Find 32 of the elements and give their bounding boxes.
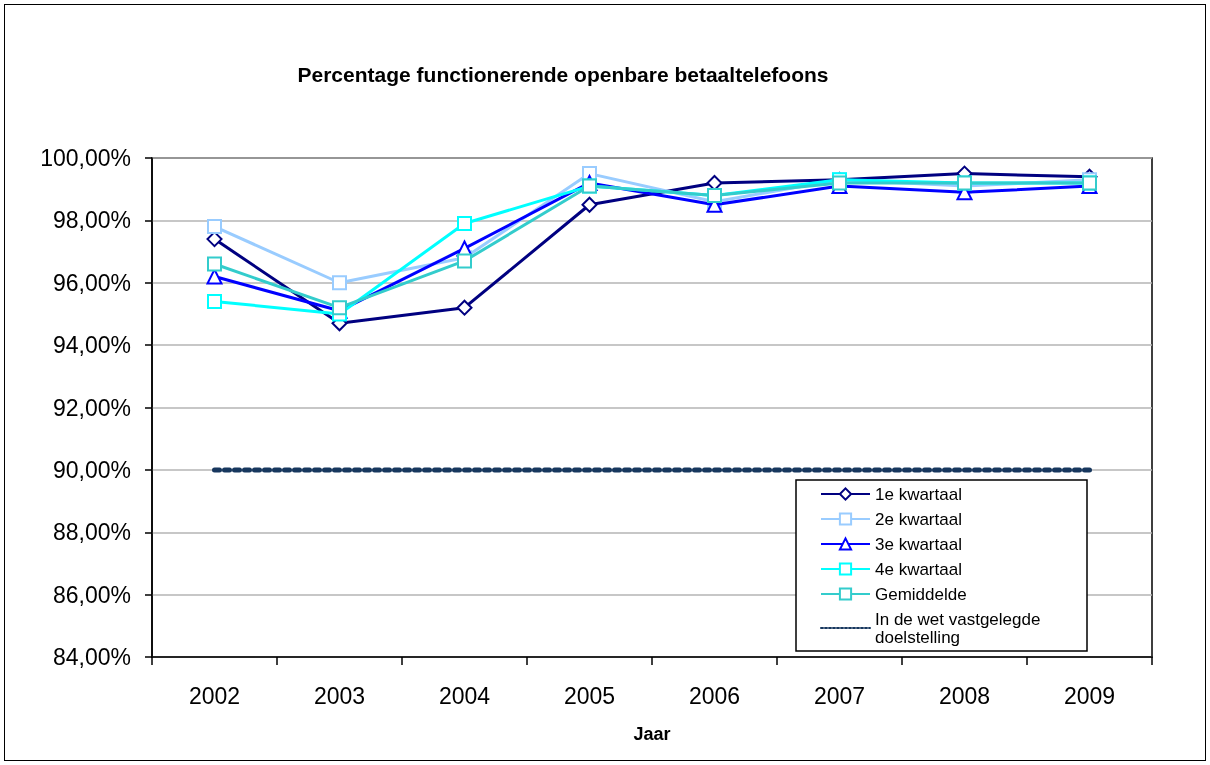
x-tick-label: 2009	[1063, 682, 1116, 709]
y-tick-label: 86,00%	[52, 581, 131, 608]
x-tick-label: 2008	[938, 682, 991, 709]
y-tick-label: 94,00%	[52, 332, 131, 359]
point	[457, 215, 472, 231]
y-tick-label: 84,00%	[52, 644, 131, 670]
point	[332, 275, 347, 291]
x-tick-label: 2005	[563, 682, 616, 709]
x-tick-label: 2003	[313, 682, 366, 709]
chart-title: Percentage functionerende openbare betaaltelefoons	[297, 63, 829, 86]
y-tick-label: 98,00%	[52, 207, 131, 234]
y-tick-label: 92,00%	[52, 394, 131, 421]
legend-label: Gemiddelde	[875, 584, 967, 604]
point	[207, 256, 222, 272]
point	[207, 293, 222, 309]
x-tick-label: 2002	[188, 682, 241, 709]
x-tick-label: 2007	[813, 682, 866, 709]
legend-label: In de wet vastgelegde doelstelling	[875, 609, 1046, 647]
x-tick-label: 2004	[438, 682, 491, 709]
legend-label: 1e kwartaal	[875, 484, 962, 504]
y-tick-label: 90,00%	[52, 456, 131, 483]
legend-label: 2e kwartaal	[875, 509, 962, 529]
point	[456, 299, 473, 316]
point	[207, 219, 222, 235]
x-axis-title: Jaar	[633, 724, 671, 744]
x-tick-label: 2006	[688, 682, 741, 709]
legend-label: 3e kwartaal	[875, 534, 962, 554]
y-tick-label: 100,00%	[40, 145, 131, 171]
y-tick-label: 96,00%	[52, 269, 131, 296]
point	[581, 196, 598, 213]
y-tick-label: 88,00%	[52, 519, 131, 546]
legend-label: 4e kwartaal	[875, 559, 962, 579]
